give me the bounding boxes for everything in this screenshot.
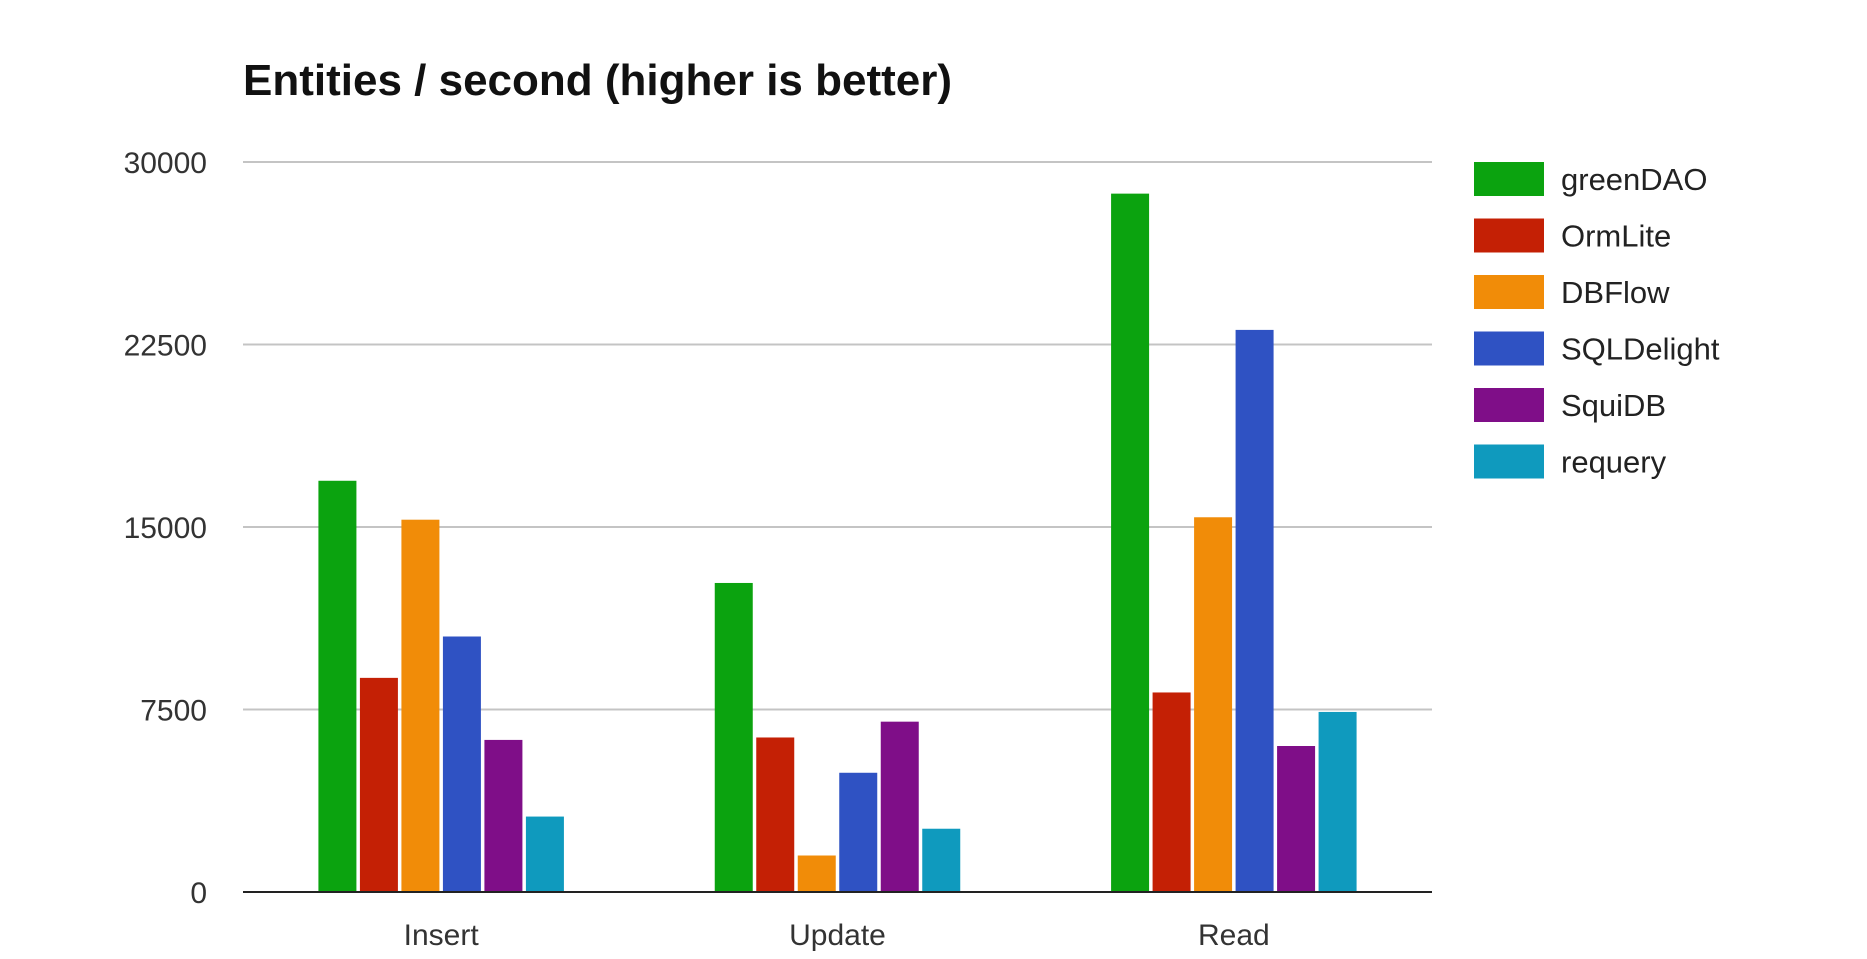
gridlines bbox=[243, 161, 1432, 711]
x-tick-label: Update bbox=[789, 919, 886, 952]
bar-dbflow-update bbox=[797, 855, 836, 892]
y-tick-label: 0 bbox=[190, 877, 207, 910]
bar-ormlite-insert bbox=[359, 677, 398, 892]
bar-sqldelight-insert bbox=[442, 636, 481, 892]
y-tick-label: 7500 bbox=[140, 695, 207, 728]
bar-ormlite-update bbox=[756, 737, 795, 892]
bar-greendao-read bbox=[1111, 193, 1150, 893]
x-tick-label: Read bbox=[1198, 919, 1270, 952]
bar-sqldelight-update bbox=[839, 772, 878, 892]
legend-swatch bbox=[1474, 275, 1544, 309]
legend-swatch bbox=[1474, 162, 1544, 196]
x-axis-tick-labels: Insert Update Read bbox=[404, 919, 1270, 952]
legend: greenDAO OrmLite DBFlow SQLDelight SquiDB req… bbox=[1474, 162, 1720, 480]
legend-item: greenDAO bbox=[1474, 162, 1707, 197]
legend-swatch bbox=[1474, 218, 1544, 253]
bar-squidb-update bbox=[880, 721, 919, 892]
legend-swatch bbox=[1474, 444, 1544, 479]
y-tick-label: 22500 bbox=[124, 330, 207, 363]
bar-ormlite-read bbox=[1152, 692, 1191, 892]
legend-swatch bbox=[1474, 388, 1544, 422]
legend-label: OrmLite bbox=[1561, 219, 1671, 254]
bar-squidb-insert bbox=[484, 739, 523, 892]
bars bbox=[318, 193, 1357, 893]
y-tick-label: 30000 bbox=[124, 147, 207, 180]
legend-label: DBFlow bbox=[1561, 275, 1670, 310]
legend-item: DBFlow bbox=[1474, 275, 1670, 310]
y-axis-tick-labels: 0 7500 15000 22500 30000 bbox=[124, 147, 207, 910]
legend-label: SquiDB bbox=[1561, 388, 1666, 423]
legend-swatch bbox=[1474, 331, 1544, 366]
legend-item: SquiDB bbox=[1474, 388, 1666, 423]
bar-greendao-insert bbox=[318, 480, 357, 892]
bar-requery-insert bbox=[525, 816, 564, 892]
legend-item: SQLDelight bbox=[1474, 331, 1720, 367]
bar-greendao-update bbox=[714, 582, 753, 892]
bar-squidb-read bbox=[1277, 746, 1316, 892]
y-tick-label: 15000 bbox=[124, 512, 207, 545]
bar-dbflow-read bbox=[1194, 517, 1233, 892]
bar-dbflow-insert bbox=[401, 519, 440, 892]
bar-sqldelight-read bbox=[1235, 329, 1274, 892]
legend-item: OrmLite bbox=[1474, 218, 1671, 254]
legend-item: requery bbox=[1474, 444, 1667, 480]
x-tick-label: Insert bbox=[404, 919, 480, 952]
legend-label: greenDAO bbox=[1561, 162, 1707, 197]
chart-title: Entities / second (higher is better) bbox=[243, 56, 952, 105]
bar-requery-update bbox=[922, 828, 961, 892]
legend-label: SQLDelight bbox=[1561, 332, 1720, 367]
legend-label: requery bbox=[1561, 445, 1667, 480]
bar-requery-read bbox=[1318, 711, 1357, 892]
